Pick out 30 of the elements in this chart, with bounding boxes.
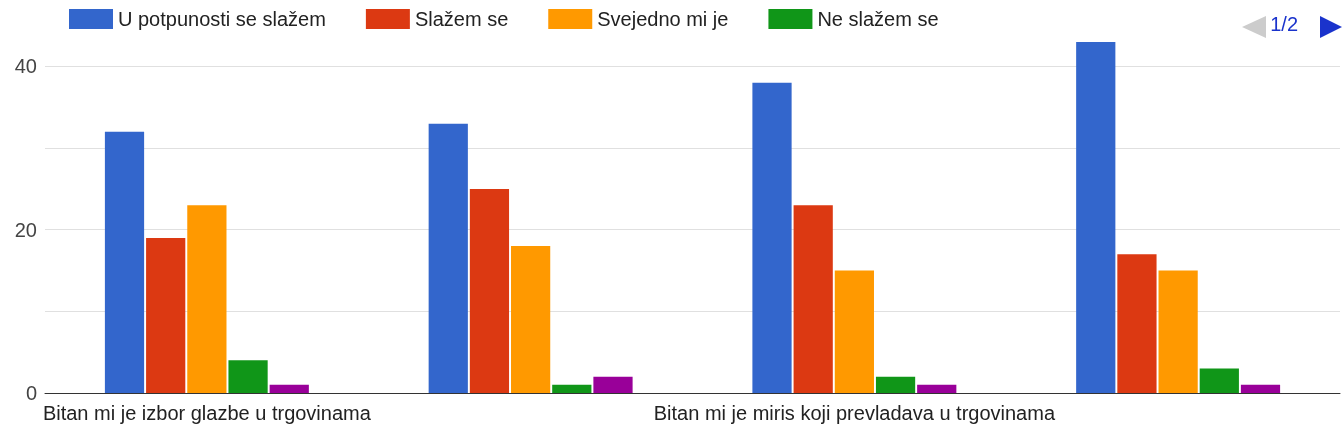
y-tick-label: 0 (25, 382, 37, 404)
legend-label: Slažem se (414, 8, 509, 30)
bar (428, 123, 468, 393)
legend-label: U potpunosti se slažem (118, 8, 326, 30)
x-tick-label: Bitan mi je miris koji prevladava u trgovinama (653, 402, 1056, 424)
bar (269, 384, 309, 393)
bar (593, 376, 633, 393)
bar (469, 188, 510, 393)
bar (146, 237, 186, 393)
x-tick-label: Bitan mi je izbor glazbe u trgovinama (42, 402, 372, 424)
bar (752, 82, 792, 393)
bar (1117, 254, 1157, 393)
legend-label: Ne slažem se (817, 8, 939, 30)
bar (187, 205, 227, 393)
bar (834, 270, 874, 393)
legend-label: Svejedno mi je (597, 8, 729, 30)
bar (552, 384, 592, 393)
text: 1/2 (1270, 13, 1299, 35)
bar (228, 360, 268, 393)
bar (1076, 42, 1116, 393)
bar (1240, 384, 1281, 393)
y-tick-label: 40 (14, 55, 37, 78)
bar (104, 131, 145, 393)
bar (917, 384, 957, 393)
bar (1158, 270, 1198, 393)
bar (511, 246, 551, 393)
y-tick-label: 20 (14, 218, 37, 241)
bar (793, 205, 833, 393)
bar (1199, 368, 1239, 393)
bar (875, 376, 916, 393)
